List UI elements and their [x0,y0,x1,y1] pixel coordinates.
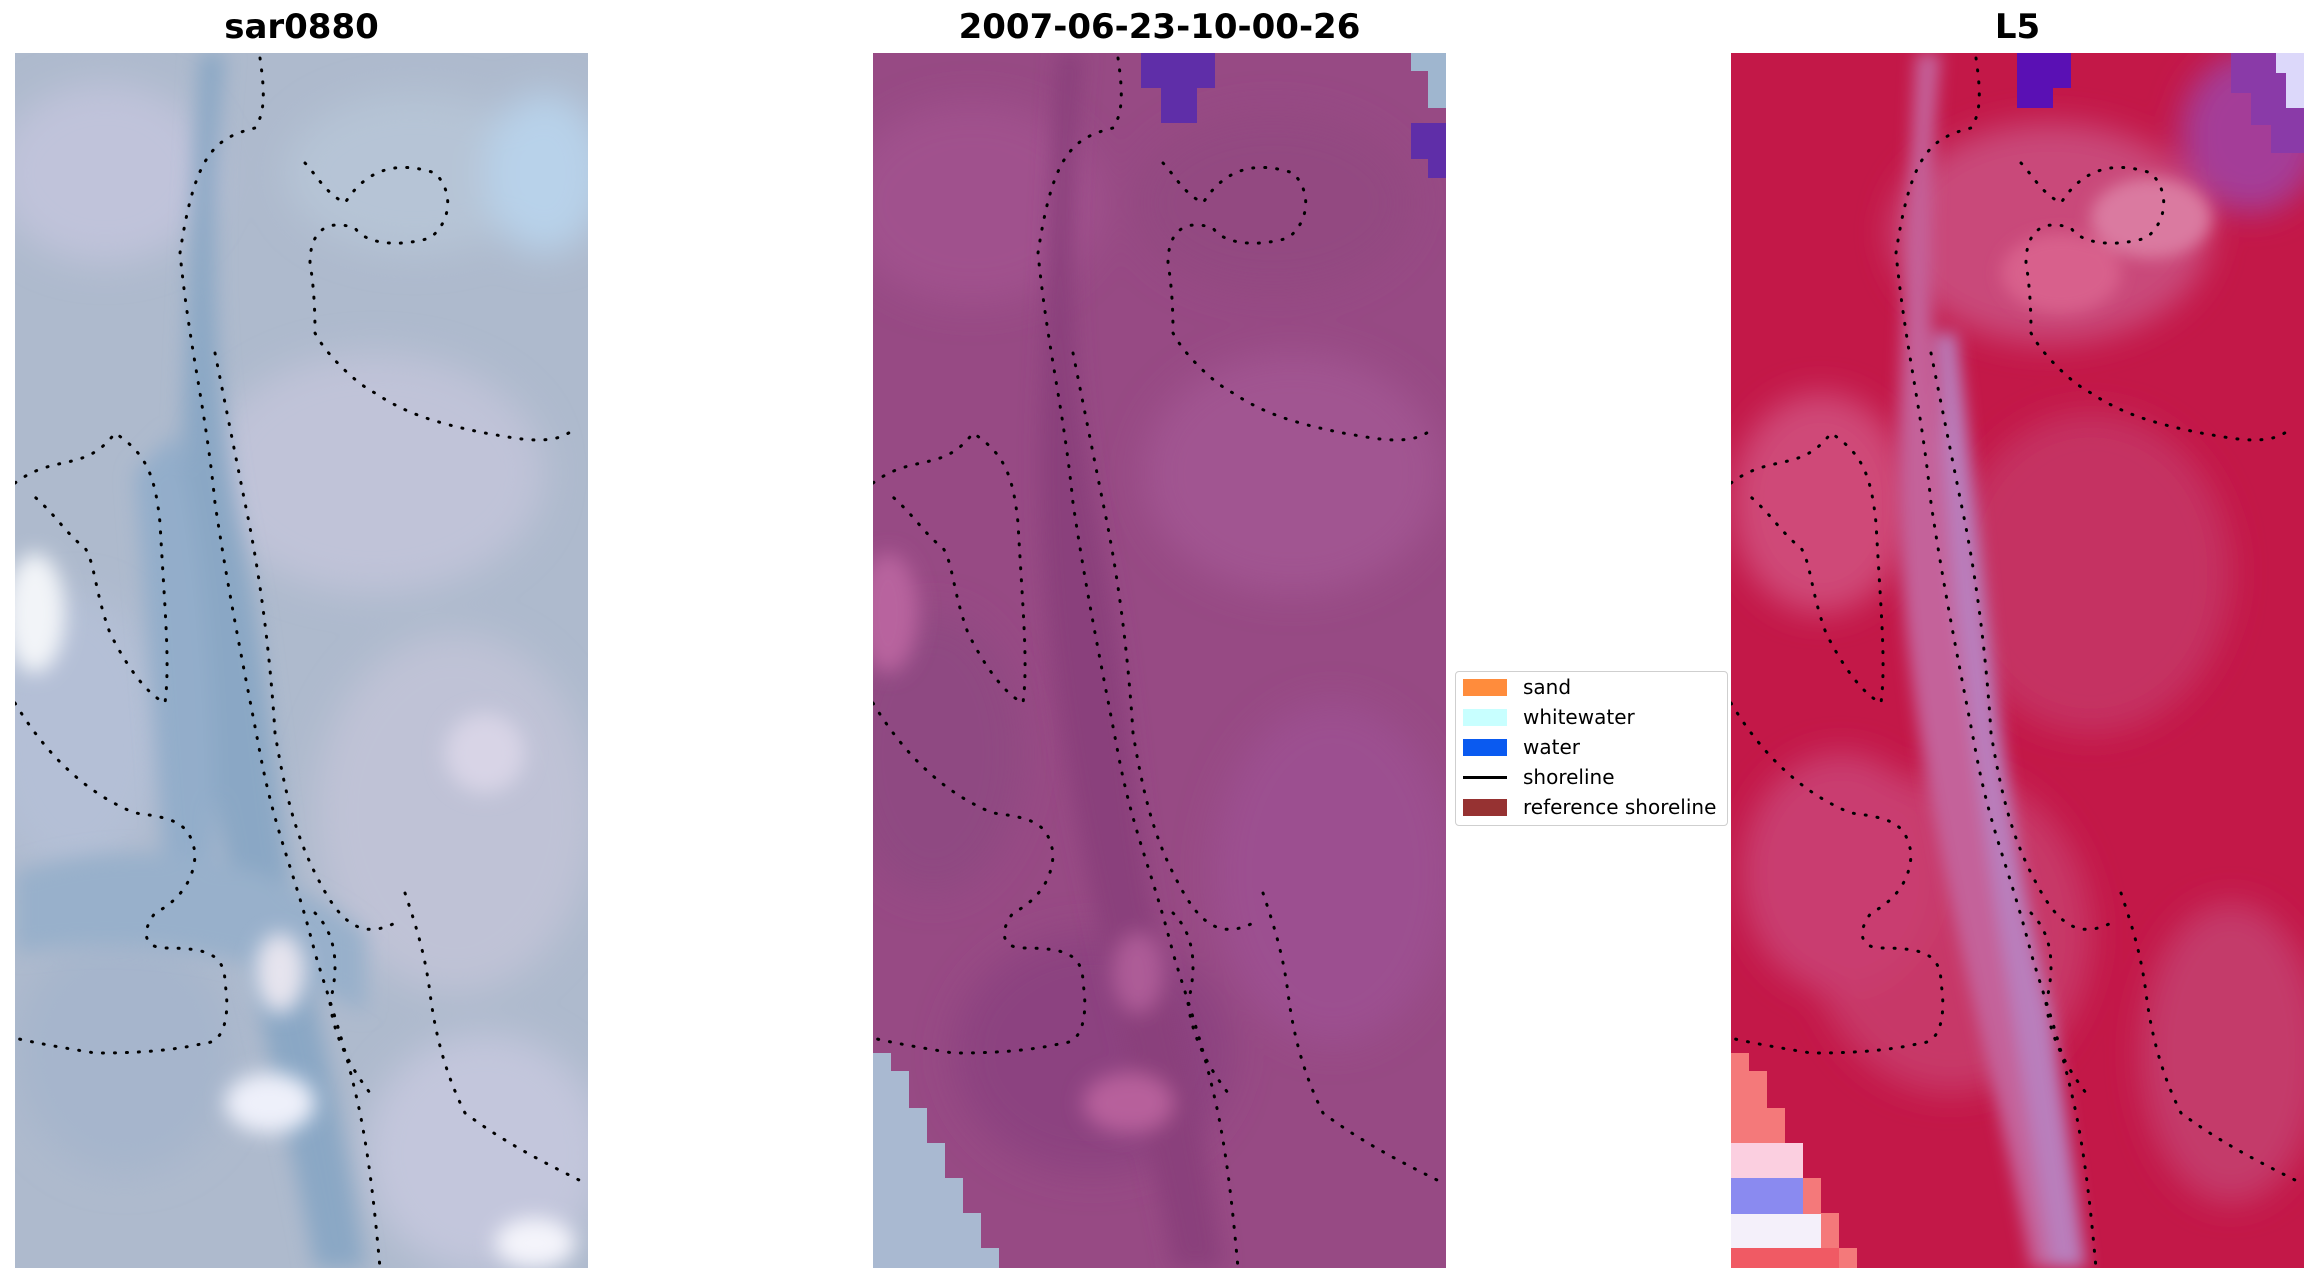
legend-item-sand: sand [1456,672,1727,702]
reference-shoreline-swatch [1463,799,1507,816]
legend-item-reference-shoreline: reference shoreline [1456,792,1727,822]
mndwi-image-panel [1731,53,2304,1268]
legend-label-water: water [1523,735,1580,759]
legend-item-water: water [1456,732,1727,762]
panel-title-classified: 2007-06-23-10-00-26 [958,7,1361,47]
legend-label-reference-shoreline: reference shoreline [1523,795,1717,819]
shoreline-line-swatch [1463,776,1507,779]
legend: sand whitewater water shoreline referenc… [1455,671,1728,826]
legend-label-whitewater: whitewater [1523,705,1635,729]
rgb-image-panel [15,53,588,1268]
legend-item-shoreline: shoreline [1456,762,1727,792]
legend-item-whitewater: whitewater [1456,702,1727,732]
whitewater-swatch [1463,709,1507,726]
legend-label-shoreline: shoreline [1523,765,1615,789]
classified-image-panel [873,53,1446,1268]
panel-title-mndwi: L5 [1994,7,2041,47]
legend-label-sand: sand [1523,675,1572,699]
classified-image [873,53,1446,1268]
mndwi-image [1731,53,2304,1268]
panel-title-rgb: sar0880 [224,7,379,47]
rgb-image [15,53,588,1268]
sand-swatch [1463,679,1507,696]
water-swatch [1463,739,1507,756]
